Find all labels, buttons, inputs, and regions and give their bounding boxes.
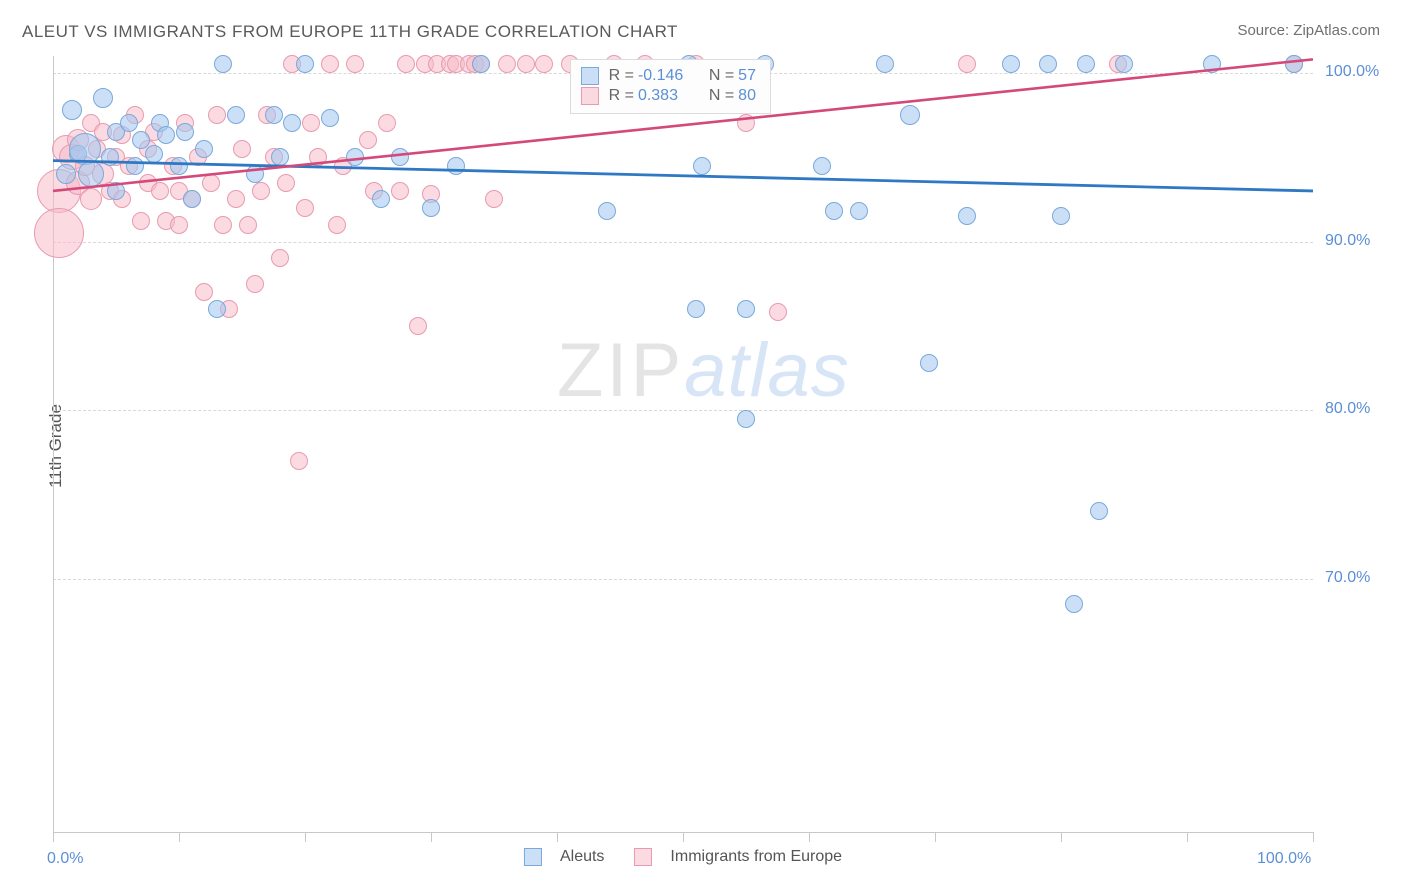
x-tick-label: 100.0% <box>1257 850 1311 868</box>
y-tick-label: 70.0% <box>1325 569 1370 587</box>
x-tick <box>1061 832 1062 842</box>
y-tick-label: 100.0% <box>1325 63 1379 81</box>
stat-label: R = <box>609 87 634 105</box>
series-swatch <box>581 67 599 85</box>
series-swatch <box>581 87 599 105</box>
x-tick <box>935 832 936 842</box>
x-tick <box>305 832 306 842</box>
stat-row: R = -0.146 N = 57 <box>581 67 756 85</box>
scatter-plot: 70.0%80.0%90.0%100.0%0.0%100.0%ZIPatlasR… <box>53 56 1313 832</box>
stat-label: R = <box>609 67 634 85</box>
x-tick-label: 0.0% <box>47 850 83 868</box>
x-tick <box>809 832 810 842</box>
stat-r: -0.146 <box>638 67 700 85</box>
series-swatch <box>524 848 542 866</box>
legend-label: Aleuts <box>560 848 604 866</box>
x-tick <box>683 832 684 842</box>
stat-n: 57 <box>738 67 756 85</box>
y-tick-label: 90.0% <box>1325 232 1370 250</box>
x-tick <box>557 832 558 842</box>
x-tick <box>1187 832 1188 842</box>
y-tick-label: 80.0% <box>1325 400 1370 418</box>
trend-line-aleuts <box>53 161 1313 191</box>
trend-lines <box>53 56 1313 832</box>
stat-n: 80 <box>738 87 756 105</box>
source-label: Source: ZipAtlas.com <box>1237 22 1380 39</box>
stat-label: N = <box>700 67 734 85</box>
x-tick <box>1313 832 1314 842</box>
stat-row: R = 0.383 N = 80 <box>581 87 756 105</box>
legend-item: Immigrants from Europe <box>634 848 842 866</box>
legend-label: Immigrants from Europe <box>670 848 842 866</box>
x-tick <box>53 832 54 842</box>
chart-title: ALEUT VS IMMIGRANTS FROM EUROPE 11TH GRA… <box>22 22 678 42</box>
series-swatch <box>634 848 652 866</box>
x-tick <box>179 832 180 842</box>
x-tick <box>431 832 432 842</box>
stat-label: N = <box>700 87 734 105</box>
stats-box: R = -0.146 N = 57R = 0.383 N = 80 <box>570 59 771 114</box>
stat-r: 0.383 <box>638 87 700 105</box>
legend-item: Aleuts <box>524 848 604 866</box>
legend: Aleuts Immigrants from Europe <box>524 848 842 866</box>
